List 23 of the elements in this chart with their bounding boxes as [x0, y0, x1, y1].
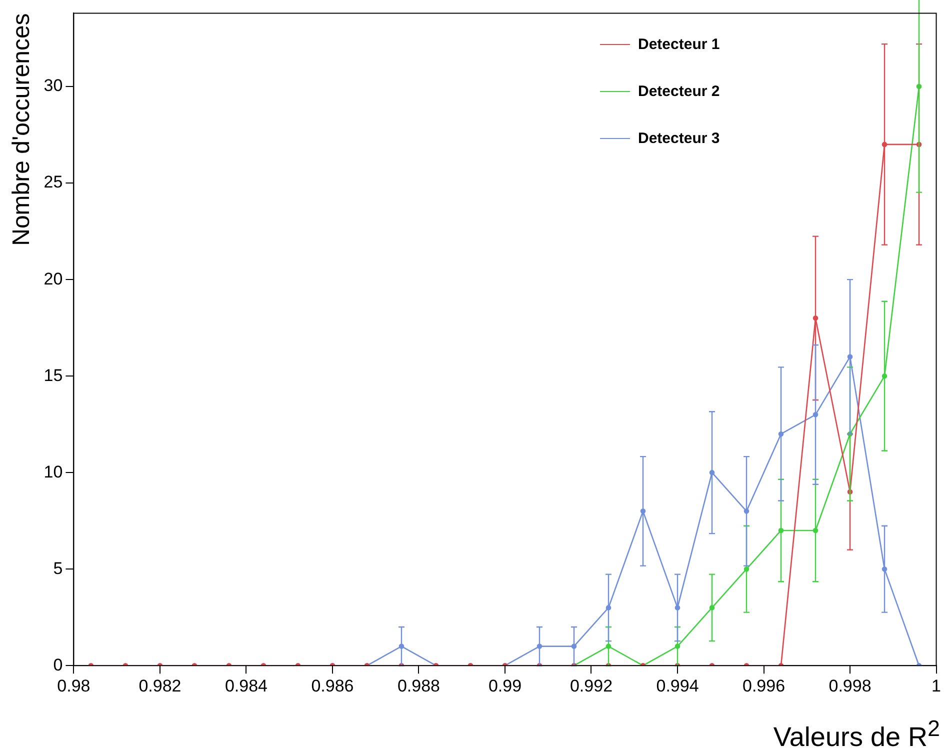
y-tick-label: 0: [53, 655, 63, 674]
legend-label: Detecteur 3: [638, 130, 720, 147]
legend-label: Detecteur 2: [638, 83, 720, 100]
x-tick-label: 0.99: [488, 676, 522, 696]
x-tick-label: 0.996: [742, 676, 786, 696]
x-tick-label: 0.994: [656, 676, 699, 696]
y-axis-title: Nombre d'occurences: [8, 13, 36, 246]
y-tick-label: 15: [44, 366, 63, 385]
x-tick-label: 0.98: [57, 676, 90, 696]
y-tick-label: 20: [44, 269, 63, 288]
y-tick-label: 10: [44, 462, 63, 482]
legend-label: Detecteur 1: [638, 36, 720, 53]
y-tick-label: 5: [53, 558, 63, 578]
x-tick-label: 0.998: [828, 676, 872, 696]
x-axis-title: Valeurs de R$^{2}$: [773, 716, 940, 753]
y-tick-label: 30: [44, 76, 63, 96]
x-tick-label: 0.982: [138, 676, 182, 696]
x-tick-label: 0.992: [570, 676, 613, 696]
x-tick-label: 0.984: [224, 676, 268, 696]
x-tick-label: 0.986: [311, 676, 354, 696]
x-tick-label: 1: [932, 676, 942, 696]
x-tick-label: 0.988: [397, 676, 440, 696]
y-tick-label: 25: [44, 172, 63, 192]
